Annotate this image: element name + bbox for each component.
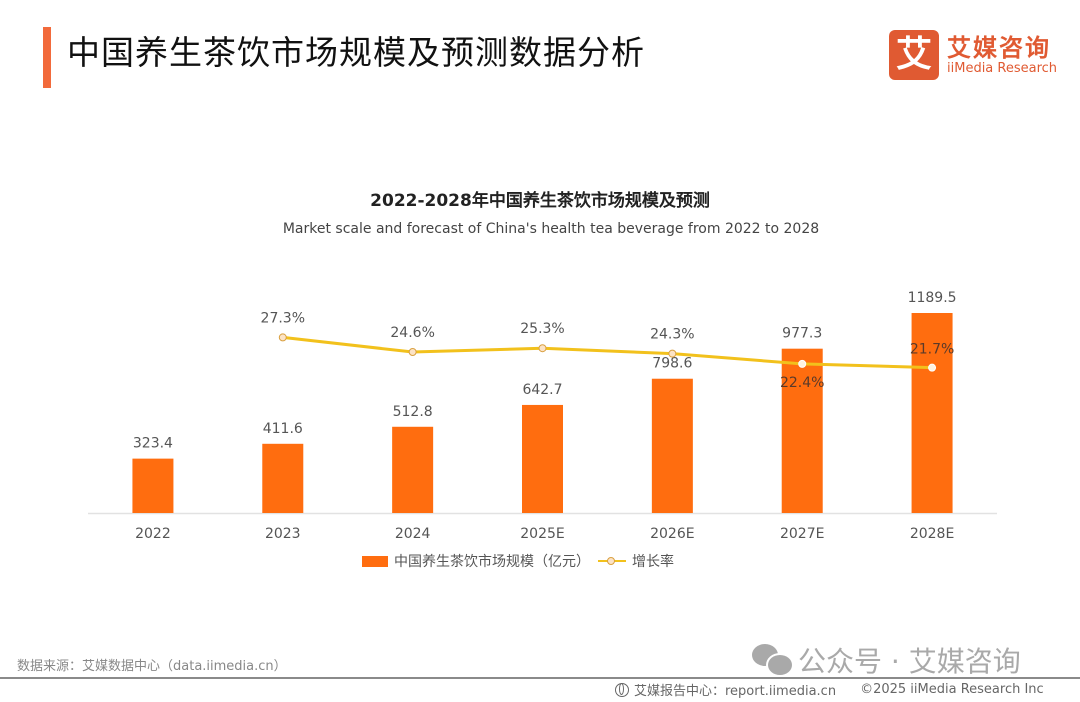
chart-legend: 中国养生茶饮市场规模（亿元） 增长率 [362, 551, 674, 571]
growth-rate-point [798, 359, 807, 368]
growth-rate-line [282, 335, 933, 370]
growth-rate-label: 25.3% [520, 321, 564, 337]
legend-line-label: 增长率 [632, 554, 674, 570]
growth-rate-label: 24.6% [390, 325, 434, 341]
wechat-watermark: 公众号 · 艾媒咨询 [752, 640, 1021, 680]
x-tick-label: 2026E [650, 526, 694, 542]
bar-value-label: 642.7 [522, 382, 562, 398]
growth-rate-point [538, 344, 547, 353]
x-tick-label: 2022 [135, 526, 171, 542]
growth-rate-label: 27.3% [261, 310, 305, 326]
growth-rate-label: 21.7% [910, 342, 954, 358]
legend-bar-swatch [362, 555, 388, 567]
bar-value-label: 411.6 [263, 421, 303, 437]
chart-subtitle: Market scale and forecast of China's hea… [282, 221, 820, 237]
bar-value-label: 1189.5 [908, 290, 957, 306]
growth-rate-point [668, 349, 677, 358]
bar-2024 [392, 426, 434, 513]
growth-rate-point [928, 363, 937, 372]
title-accent-bar [43, 27, 51, 88]
footer-divider [0, 677, 1080, 679]
report-center-link[interactable]: 艾媒报告中心：report.iimedia.cn [634, 684, 837, 699]
bar-value-label: 323.4 [133, 436, 173, 452]
data-source: 数据来源：艾媒数据中心（data.iimedia.cn） [17, 659, 287, 674]
logo-name-cn: 艾媒咨询 [947, 34, 1051, 62]
growth-rate-point [408, 348, 417, 356]
watermark-text: 公众号 · 艾媒咨询 [798, 645, 1021, 678]
footer: 艾媒报告中心：report.iimedia.cn ©2025 iiMedia R… [615, 680, 1044, 699]
x-tick-label: 2028E [910, 526, 954, 542]
logo-icon: 艾 [889, 30, 939, 80]
wechat-icon [752, 644, 794, 677]
bar-2022 [132, 458, 174, 513]
bar-2026E [651, 378, 693, 513]
legend-bar-label: 中国养生茶饮市场规模（亿元） [394, 554, 590, 570]
page-title: 中国养生茶饮市场规模及预测数据分析 [67, 33, 645, 72]
brand-logo: 艾 艾媒咨询 iiMedia Research [889, 30, 1059, 80]
bar-value-label: 798.6 [652, 356, 692, 372]
growth-rate-point [278, 333, 287, 342]
growth-rate-label: 22.4% [780, 375, 824, 391]
x-tick-label: 2023 [265, 526, 301, 542]
bar-2023 [262, 443, 304, 513]
copyright: ©2025 iiMedia Research Inc [860, 682, 1044, 697]
bar-value-label: 977.3 [782, 326, 822, 342]
chart-title: 2022-2028年中国养生茶饮市场规模及预测 [370, 191, 710, 211]
bar-2028E [911, 313, 953, 513]
growth-rate-label: 24.3% [650, 327, 694, 343]
x-tick-label: 2025E [520, 526, 564, 542]
bar-2027E [781, 348, 823, 513]
globe-icon [615, 682, 629, 697]
bar-2025E [522, 404, 563, 513]
legend-line-swatch [598, 555, 626, 567]
x-tick-label: 2024 [395, 526, 431, 542]
x-tick-label: 2027E [780, 526, 824, 542]
bar-value-label: 512.8 [393, 404, 433, 420]
logo-name-en: iiMedia Research [947, 61, 1058, 76]
